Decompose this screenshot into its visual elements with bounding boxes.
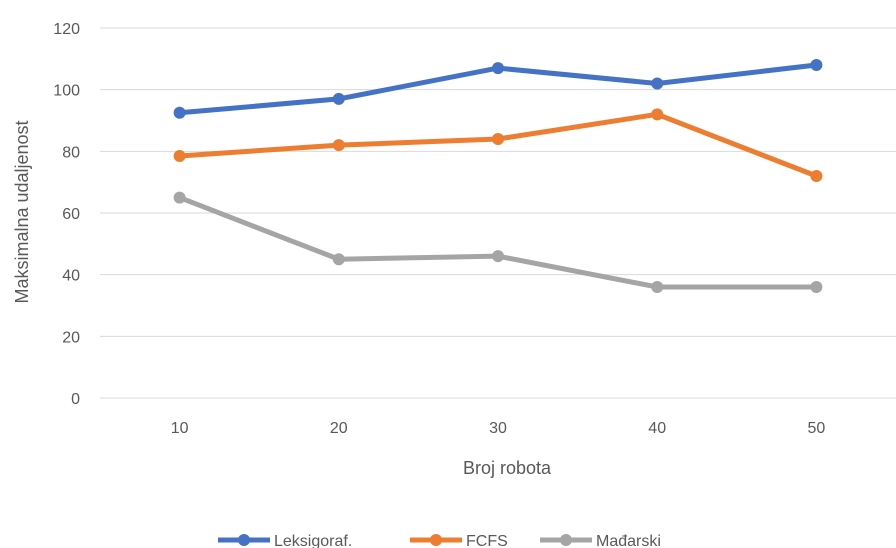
series-line [177,195,819,290]
legend-label: Mađarski [596,533,661,548]
x-tick-label: 10 [171,420,189,437]
y-tick-label: 40 [62,268,80,285]
y-tick-label: 20 [62,329,80,346]
legend-item: Leksigoraf. [218,533,352,548]
data-point [332,253,345,266]
data-point [651,77,664,90]
data-point [651,108,664,121]
y-tick-label: 60 [62,206,80,223]
x-tick-label: 30 [489,420,507,437]
series-0 [173,59,823,119]
data-point [492,62,504,75]
y-tick-label: 100 [53,83,80,100]
legend-marker-icon [430,534,442,546]
x-axis-ticks: 10 20 30 40 50 [171,420,826,437]
data-point [173,191,186,204]
series-1 [173,108,823,182]
x-axis-title: Broj robota [463,458,552,478]
series-line [177,111,819,179]
legend-marker-icon [560,534,572,546]
data-point [651,281,664,293]
y-axis-ticks: 0 20 40 60 80 100 120 [53,21,80,408]
series-2 [173,191,823,293]
legend-marker-icon [238,534,250,546]
legend-item: FCFS [410,533,508,548]
data-point [173,106,186,119]
data-point [332,139,345,152]
data-point [810,59,823,71]
x-tick-label: 40 [648,420,666,437]
y-axis-title: Maksimalna udaljenost [12,120,32,303]
data-point [810,281,823,293]
y-tick-label: 120 [53,21,80,38]
series-group [173,59,823,293]
legend-item: Mađarski [540,533,661,548]
legend-label: Leksigoraf. [274,533,352,548]
x-tick-label: 20 [330,420,348,437]
legend: Leksigoraf. FCFS Mađarski [218,533,661,548]
y-tick-label: 0 [71,391,80,408]
data-point [173,149,186,162]
data-point [492,133,504,145]
data-point [492,250,504,263]
data-point [810,170,823,182]
y-tick-label: 80 [62,144,80,161]
x-tick-label: 50 [808,420,826,437]
data-point [332,92,345,105]
legend-label: FCFS [466,533,508,548]
